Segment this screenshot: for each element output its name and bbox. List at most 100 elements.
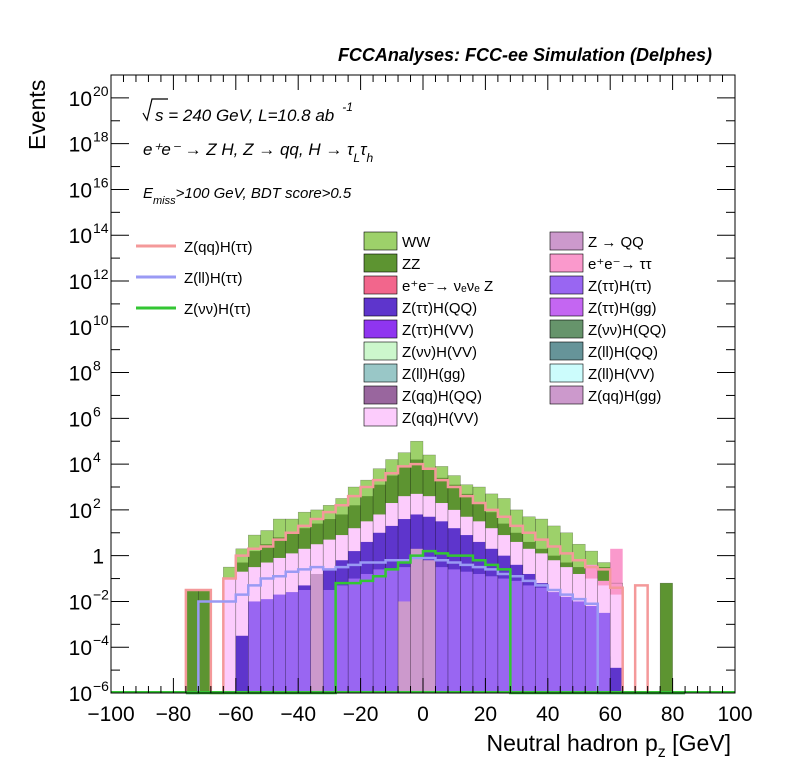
bar (447, 569, 461, 693)
process-mid: τ (360, 140, 368, 159)
bar (335, 585, 349, 693)
x-tick-label: 0 (417, 703, 429, 726)
bar (235, 635, 249, 693)
bar (597, 612, 611, 693)
legend-fill-label: Z(ττ)H(ττ) (588, 278, 652, 295)
legend-fill-swatch (549, 297, 584, 317)
chart-title: FCCAnalyses: FCC-ee Simulation (Delphes) (338, 45, 712, 65)
bar (472, 573, 486, 693)
bar (198, 590, 211, 693)
cut-e: E (143, 185, 154, 202)
y-tick-exponent: 2 (93, 495, 101, 511)
bar (660, 583, 673, 693)
legend-lines: Z(qq)H(ττ) Z(ll)H(ττ) Z(νν)H(ττ) (136, 239, 253, 318)
bar (348, 578, 361, 693)
y-tick-exponent: −4 (93, 632, 109, 648)
legend-fill-swatch (363, 253, 398, 273)
y-tick-exponent: 8 (93, 358, 101, 374)
x-tick-label: 20 (474, 703, 497, 726)
y-tick-label: 10 (69, 500, 92, 523)
stack-layer (310, 548, 436, 693)
legend-fill-label: Z → QQ (588, 234, 644, 251)
legend-fill-label: Z(ττ)H(gg) (588, 300, 657, 317)
x-tick-label: −100 (87, 703, 134, 726)
y-tick-exponent: 20 (93, 83, 109, 99)
legend-fill-label: Z(ll)H(gg) (402, 366, 465, 383)
y-tick-exponent: −6 (93, 678, 109, 694)
energy-exp: -1 (342, 100, 353, 114)
bar (485, 576, 498, 693)
bar (435, 567, 448, 693)
bar (273, 594, 286, 693)
bar (410, 548, 423, 693)
x-axis-label: Neutral hadron pz [GeV] (486, 730, 731, 761)
legend-fill-swatch (549, 341, 584, 361)
bar (460, 571, 473, 693)
x-tick-label: −80 (156, 703, 192, 726)
cut-sub: miss (153, 195, 176, 207)
y-tick-label: 10 (69, 408, 92, 431)
bar (560, 596, 573, 693)
legend-fill-label: Z(qq)H(VV) (402, 410, 479, 427)
legend-fill-swatch (363, 407, 398, 427)
x-tick-label: −40 (280, 703, 316, 726)
legend-line-label: Z(qq)H(ττ) (184, 239, 253, 256)
bar (423, 560, 436, 693)
legend-fill-label: Z(ττ)H(VV) (402, 322, 474, 339)
bar (385, 569, 399, 693)
sqrt-symbol (142, 98, 168, 122)
bar (298, 590, 311, 693)
legend-fill-swatch (363, 275, 398, 295)
x-tick-label: 60 (599, 703, 622, 726)
x-tick-label: 40 (536, 703, 559, 726)
bar (248, 601, 261, 693)
signal-line (185, 556, 686, 695)
bar (497, 578, 511, 693)
legend-fill-label: WW (402, 234, 431, 251)
y-tick-exponent: 12 (93, 266, 109, 282)
bar (223, 578, 236, 693)
x-tick-label: −60 (218, 703, 254, 726)
cut-rest: >100 GeV, BDT score>0.5 (176, 185, 352, 202)
y-tick-label: 1 (92, 546, 104, 569)
legend-fill-swatch (363, 341, 398, 361)
svg-text:s = 240 GeV, L=10.8 ab-1: s = 240 GeV, L=10.8 ab -1 (155, 100, 353, 125)
bar (360, 573, 374, 693)
energy-text: s = 240 GeV, L=10.8 ab (155, 106, 334, 125)
bar (260, 599, 274, 693)
y-tick-exponent: 4 (93, 449, 101, 465)
legend-fills: WW ZZ e⁺e⁻→ νₑνₑ Z Z(ττ)H(QQ) Z(ττ)H(VV) Z(νν… (363, 231, 666, 427)
legend-fill-label: e⁺e⁻→ νₑνₑ Z (402, 278, 493, 295)
y-tick-label: 10 (69, 134, 92, 157)
annotation-energy: s = 240 GeV, L=10.8 ab -1 (142, 98, 353, 125)
bar (510, 580, 523, 693)
legend-fill-swatch (363, 231, 398, 251)
x-tick-label: 80 (661, 703, 684, 726)
bar (585, 606, 598, 693)
y-tick-exponent: 18 (93, 129, 109, 145)
stack-bars (185, 440, 673, 694)
legend-fill-label: Z(νν)H(QQ) (588, 322, 666, 339)
annotation-cut: Emiss>100 GeV, BDT score>0.5 (143, 185, 352, 207)
process-sub2: h (366, 151, 373, 165)
y-tick-label: 10 (69, 271, 92, 294)
y-tick-exponent: 10 (93, 312, 109, 328)
signal-line (184, 462, 686, 695)
legend-fill-label: Z(qq)H(gg) (588, 388, 661, 405)
legend-fill-swatch (549, 385, 584, 405)
process-sub1: L (353, 151, 360, 165)
bar (610, 667, 623, 693)
y-tick-label: 10 (69, 363, 92, 386)
y-tick-label: 10 (69, 317, 92, 340)
x-axis: −100 −80 −60 −40 −20 0 20 40 60 80 100 (87, 75, 753, 726)
y-tick-label: 10 (69, 683, 92, 706)
y-tick-exponent: 6 (93, 403, 101, 419)
y-tick-label: 10 (69, 454, 92, 477)
legend-fill-label: Z(νν)H(VV) (402, 344, 477, 361)
bar (323, 590, 336, 693)
bar (547, 592, 561, 693)
bar (310, 573, 324, 693)
y-tick-exponent: 16 (93, 174, 109, 190)
legend-fill-swatch (549, 319, 584, 339)
